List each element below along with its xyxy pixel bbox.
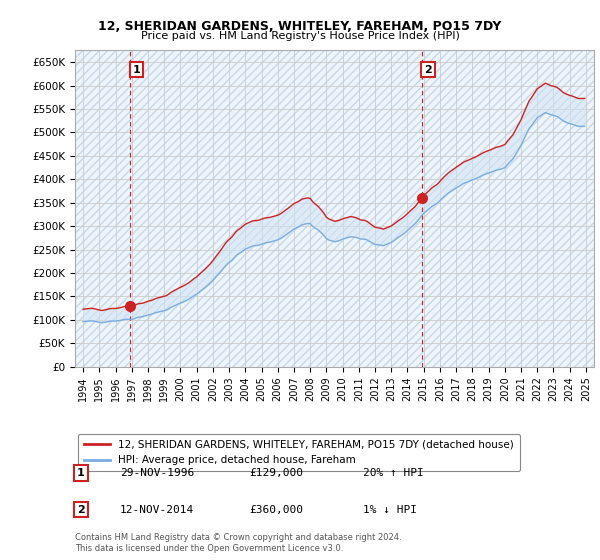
Text: 20% ↑ HPI: 20% ↑ HPI bbox=[363, 468, 424, 478]
Text: 29-NOV-1996: 29-NOV-1996 bbox=[120, 468, 194, 478]
Text: 12, SHERIDAN GARDENS, WHITELEY, FAREHAM, PO15 7DY: 12, SHERIDAN GARDENS, WHITELEY, FAREHAM,… bbox=[98, 20, 502, 32]
Text: Price paid vs. HM Land Registry's House Price Index (HPI): Price paid vs. HM Land Registry's House … bbox=[140, 31, 460, 41]
Text: 2: 2 bbox=[424, 64, 432, 74]
Text: £360,000: £360,000 bbox=[249, 505, 303, 515]
Text: 1: 1 bbox=[77, 468, 85, 478]
Text: £129,000: £129,000 bbox=[249, 468, 303, 478]
Legend: 12, SHERIDAN GARDENS, WHITELEY, FAREHAM, PO15 7DY (detached house), HPI: Average: 12, SHERIDAN GARDENS, WHITELEY, FAREHAM,… bbox=[77, 433, 520, 472]
Text: 1: 1 bbox=[133, 64, 140, 74]
Text: Contains HM Land Registry data © Crown copyright and database right 2024.
This d: Contains HM Land Registry data © Crown c… bbox=[75, 534, 401, 553]
Text: 1% ↓ HPI: 1% ↓ HPI bbox=[363, 505, 417, 515]
Text: 12-NOV-2014: 12-NOV-2014 bbox=[120, 505, 194, 515]
Text: 2: 2 bbox=[77, 505, 85, 515]
